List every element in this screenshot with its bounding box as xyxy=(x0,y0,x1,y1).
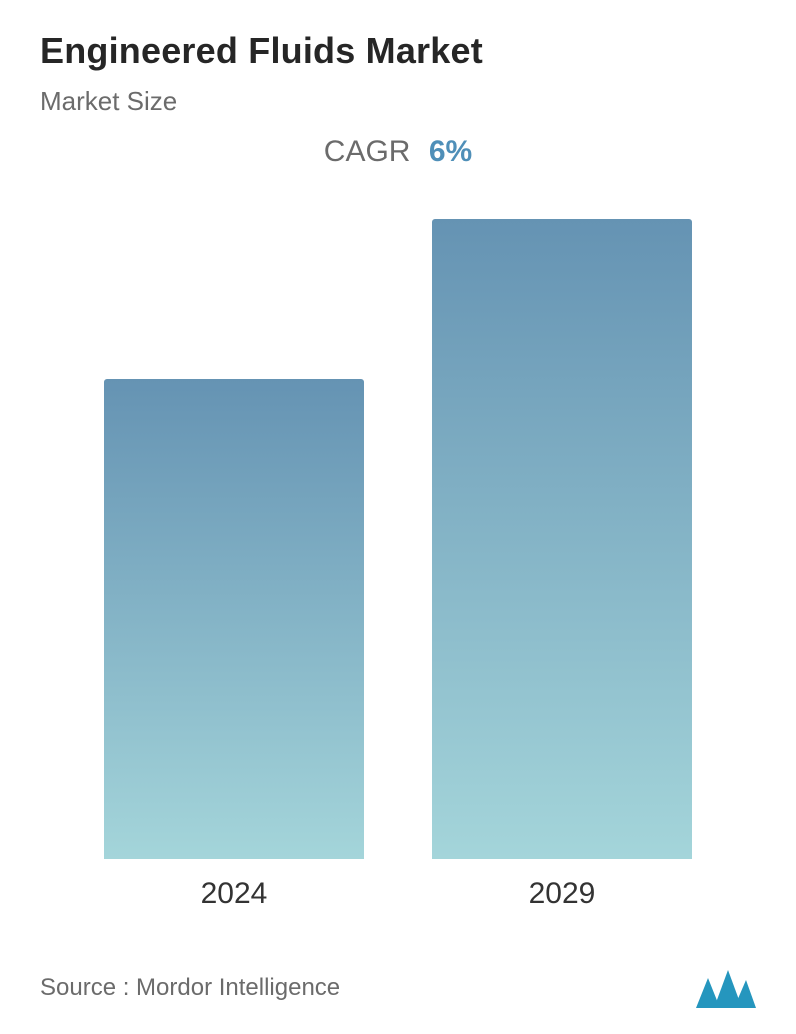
x-label-0: 2024 xyxy=(104,877,364,911)
mordor-logo-icon xyxy=(696,968,756,1008)
bar-wrap-0 xyxy=(104,379,364,859)
cagr-value: 6% xyxy=(429,135,472,168)
footer: Source : Mordor Intelligence xyxy=(40,968,756,1008)
x-axis-labels: 2024 2029 xyxy=(40,877,756,911)
chart-subtitle: Market Size xyxy=(40,86,756,117)
cagr-line: CAGR 6% xyxy=(40,135,756,169)
bar-wrap-1 xyxy=(432,219,692,859)
chart-title: Engineered Fluids Market xyxy=(40,30,756,72)
chart-area xyxy=(40,179,756,859)
cagr-label: CAGR xyxy=(324,135,411,168)
bars-row xyxy=(40,179,756,859)
bar-2029 xyxy=(432,219,692,859)
bar-2024 xyxy=(104,379,364,859)
source-text: Source : Mordor Intelligence xyxy=(40,974,340,1002)
chart-container: Engineered Fluids Market Market Size CAG… xyxy=(0,0,796,1034)
x-label-1: 2029 xyxy=(432,877,692,911)
